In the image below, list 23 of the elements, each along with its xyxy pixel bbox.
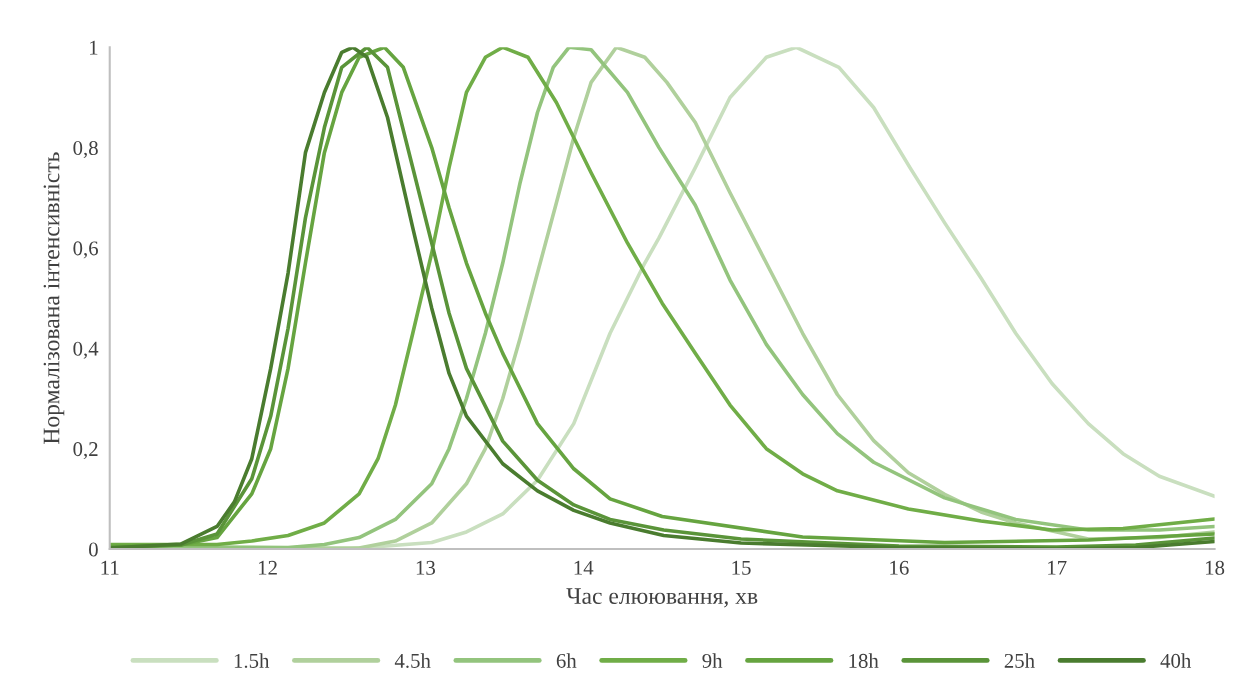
x-tick-label: 12 [258, 560, 277, 575]
y-tick-label: 0,2 [73, 442, 98, 460]
y-tick-label: 0 [89, 542, 98, 557]
y-tick-label: 0,6 [73, 241, 98, 259]
legend-label: 4.5h [394, 653, 431, 668]
legend-label: 9h [702, 653, 723, 668]
x-tick-label: 17 [1048, 560, 1067, 575]
y-tick-label: 1 [90, 40, 98, 55]
y-axis-title: Нормалізована інтенсивність [43, 152, 65, 445]
legend-label: 25h [1004, 653, 1035, 668]
x-tick-label: 14 [574, 560, 594, 575]
x-tick-label: 18 [1205, 560, 1225, 575]
x-tick-label: 16 [890, 560, 909, 575]
legend-label: 40h [1160, 653, 1192, 668]
legend-label: 6h [556, 653, 577, 668]
x-tick-label: 15 [732, 560, 751, 575]
legend-label: 1.5h [234, 653, 270, 668]
x-tick-label: 11 [101, 560, 119, 575]
legend-label: 18h [849, 653, 879, 668]
x-axis-title: Час елюювання, хв [566, 588, 758, 608]
y-tick-label: 0,4 [73, 341, 99, 359]
x-tick-label: 13 [416, 560, 436, 575]
y-tick-label: 0,8 [73, 140, 98, 159]
